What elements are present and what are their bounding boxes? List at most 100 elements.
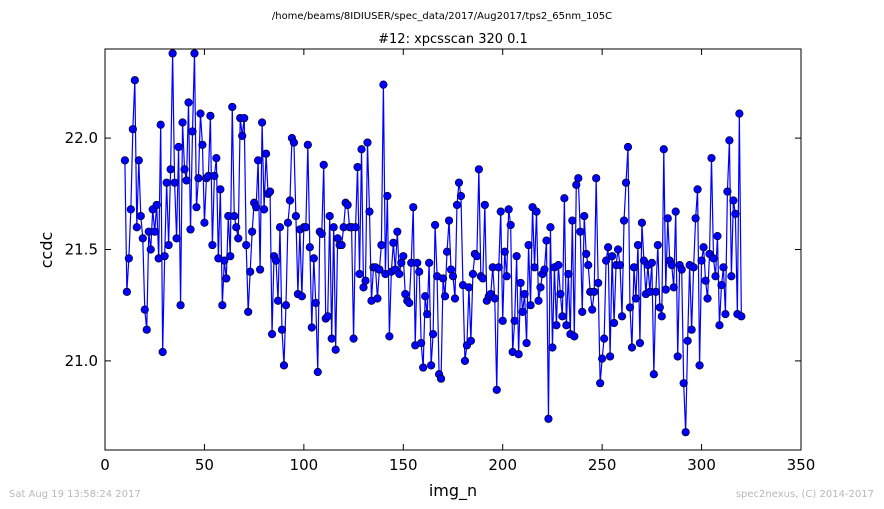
data-point xyxy=(532,207,541,216)
data-point xyxy=(548,343,557,352)
data-point xyxy=(176,301,185,310)
data-point xyxy=(313,367,322,377)
data-point xyxy=(615,260,625,270)
data-point xyxy=(198,140,207,149)
data-point xyxy=(162,178,171,187)
data-point xyxy=(273,296,283,305)
data-point xyxy=(494,263,503,272)
data-point xyxy=(377,240,386,250)
data-point xyxy=(126,205,135,214)
data-point xyxy=(212,154,221,163)
data-point xyxy=(627,343,637,352)
data-point xyxy=(693,185,702,194)
data-point xyxy=(182,176,191,185)
data-point xyxy=(277,325,287,334)
data-point xyxy=(351,223,360,232)
data-point xyxy=(524,240,533,250)
data-point xyxy=(395,269,404,279)
data-point xyxy=(518,307,527,316)
data-point xyxy=(431,220,440,230)
data-point xyxy=(500,247,509,256)
data-point xyxy=(206,111,215,120)
data-point xyxy=(222,274,231,283)
data-point xyxy=(584,260,593,270)
data-point xyxy=(355,269,364,279)
data-point xyxy=(655,303,664,312)
data-point xyxy=(385,332,394,341)
data-point xyxy=(365,207,374,216)
data-point xyxy=(172,234,181,243)
data-point xyxy=(142,325,151,334)
data-point xyxy=(544,414,553,423)
data-point xyxy=(478,274,487,283)
data-point xyxy=(156,120,165,129)
data-point xyxy=(604,243,613,252)
data-point xyxy=(128,125,137,134)
data-point xyxy=(248,227,257,236)
data-point xyxy=(671,207,680,216)
data-point xyxy=(667,260,676,270)
data-point xyxy=(560,194,569,203)
data-point xyxy=(429,330,438,339)
data-point xyxy=(625,303,635,312)
data-point xyxy=(349,334,358,343)
data-point xyxy=(709,254,718,263)
data-point xyxy=(240,113,249,123)
data-point xyxy=(570,332,579,341)
data-point xyxy=(170,178,179,187)
data-point xyxy=(683,336,692,345)
data-point xyxy=(464,283,474,292)
data-point xyxy=(417,338,426,348)
data-point xyxy=(190,49,199,58)
data-point xyxy=(729,196,738,205)
data-point xyxy=(596,379,605,388)
data-point xyxy=(357,145,366,154)
data-point xyxy=(663,214,672,223)
data-point xyxy=(717,281,726,290)
data-point xyxy=(454,178,464,187)
data-point xyxy=(238,131,247,140)
x-axis-label: img_n xyxy=(429,481,477,501)
data-point xyxy=(715,321,724,330)
data-point xyxy=(120,156,129,165)
data-point xyxy=(699,243,708,252)
x-tick-label: 200 xyxy=(488,456,517,474)
data-point xyxy=(609,318,619,328)
x-tick-label: 0 xyxy=(100,456,110,474)
data-point xyxy=(444,216,454,225)
data-point xyxy=(188,127,197,136)
data-point xyxy=(383,191,392,201)
data-point xyxy=(703,294,712,303)
data-point xyxy=(279,361,289,370)
data-point xyxy=(719,263,728,272)
data-point xyxy=(621,178,631,187)
x-tick-label: 300 xyxy=(687,456,716,474)
data-point xyxy=(218,301,227,310)
data-point xyxy=(701,276,710,285)
data-point xyxy=(558,312,567,321)
footer-credit: spec2nexus, (C) 2014-2017 xyxy=(735,489,874,500)
data-point xyxy=(343,200,352,210)
data-point xyxy=(542,236,551,245)
data-point xyxy=(252,203,261,212)
data-point xyxy=(254,156,263,165)
data-point xyxy=(562,321,571,330)
data-point xyxy=(679,379,688,388)
data-point xyxy=(530,263,539,272)
data-point xyxy=(436,374,446,383)
data-point xyxy=(574,174,583,183)
data-point xyxy=(140,305,149,314)
data-point xyxy=(261,149,271,158)
data-point xyxy=(184,98,193,107)
data-point xyxy=(413,258,422,267)
data-point xyxy=(556,289,565,299)
data-point xyxy=(711,272,720,281)
data-point xyxy=(629,263,639,272)
data-point xyxy=(132,223,141,232)
data-point xyxy=(291,211,301,221)
data-point xyxy=(331,345,340,354)
data-point xyxy=(540,265,549,274)
plot-frame xyxy=(104,48,802,451)
data-point xyxy=(442,247,452,256)
data-point xyxy=(405,298,414,308)
